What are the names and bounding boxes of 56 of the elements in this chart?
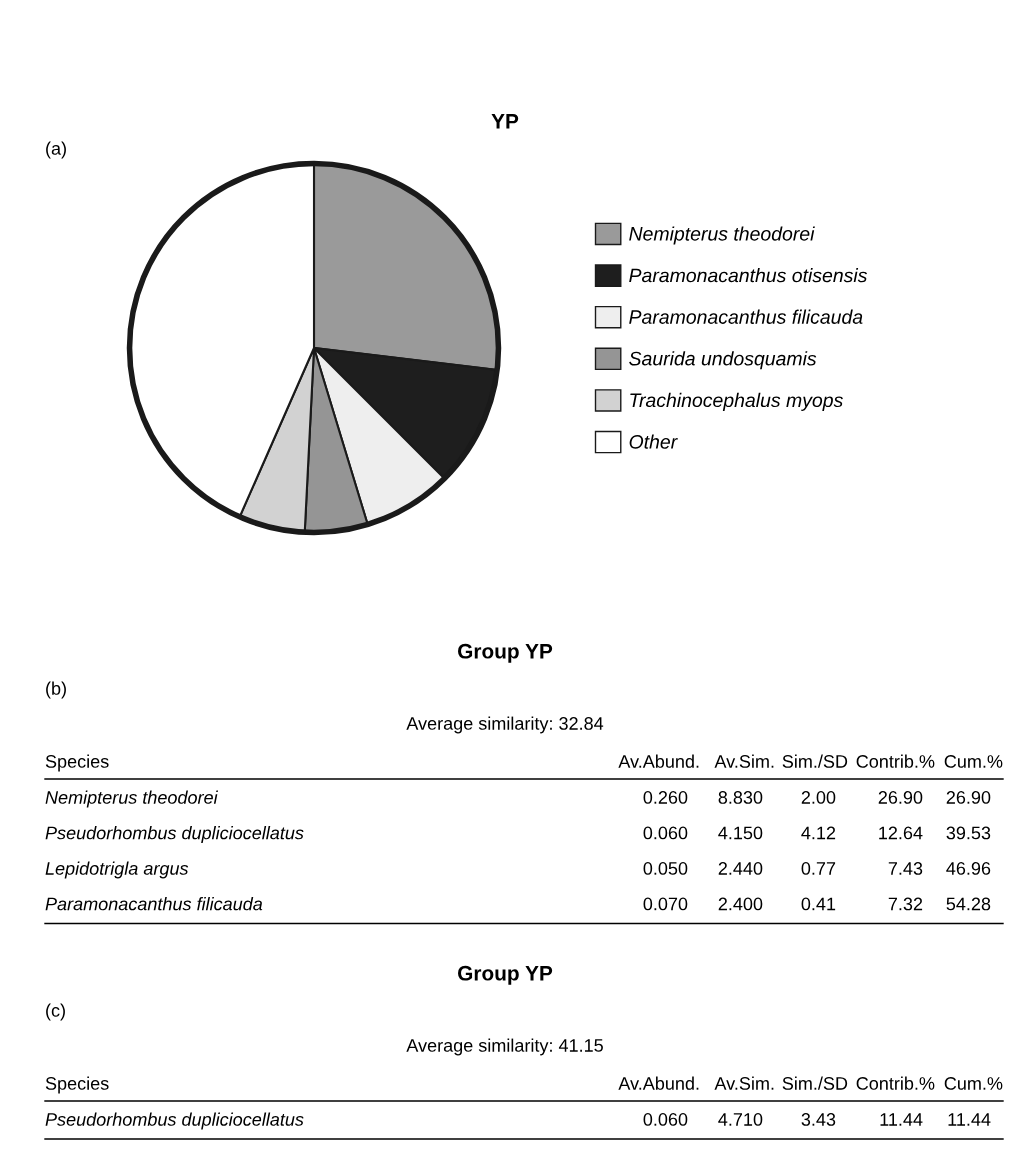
category-label: Cum.% (944, 755, 1003, 768)
text: 7.43 (888, 862, 923, 875)
text: (c) (46, 1003, 65, 1021)
category-label: Paramonacanthus filicauda (45, 897, 263, 911)
category-label: Pseudorhombus dupliciocellatus (45, 1112, 304, 1130)
text: 0.070 (643, 897, 688, 911)
text: 0.060 (643, 826, 688, 840)
chart-title: YP (491, 114, 519, 129)
text: Group YP (458, 965, 553, 985)
legend-label: Other (629, 434, 678, 449)
text: 11.44 (948, 1113, 991, 1126)
text: Group YP (458, 643, 553, 663)
text: 3.43 (801, 1113, 836, 1126)
legend-label: Paramonacanthus otisensis (629, 268, 868, 283)
category-label: Av.Sim. (714, 754, 774, 768)
text: 4.710 (718, 1113, 763, 1126)
text: 4.150 (718, 826, 763, 840)
text: 0.050 (643, 862, 688, 875)
text: 54.28 (946, 897, 991, 911)
text: 0.260 (643, 791, 688, 804)
legend-label: Saurida undosquamis (629, 351, 817, 370)
text: Average similarity: 32.84 (406, 716, 604, 734)
text: 2.00 (801, 791, 836, 804)
category-label: Cum.% (944, 1077, 1003, 1090)
legend-label: Trachinocephalus myops (630, 392, 843, 411)
text: 39.53 (946, 826, 991, 840)
category-label: Av.Abund. (618, 754, 699, 768)
text: (b) (46, 681, 66, 699)
category-label: Lepidotrigla argus (45, 861, 189, 879)
text: Average similarity: 41.15 (406, 1038, 603, 1056)
text: Species (45, 754, 109, 772)
category-label: Contrib.% (856, 1076, 935, 1090)
text: 2.440 (718, 862, 763, 875)
text: 4.12 (801, 826, 836, 840)
text: 12.64 (879, 826, 923, 840)
text: 2.400 (718, 897, 763, 911)
text: 11.44 (880, 1113, 923, 1126)
text: 46.96 (946, 862, 991, 875)
text: 8.830 (718, 791, 763, 804)
category-label: Pseudorhombus dupliciocellatus (45, 826, 304, 843)
category-label: Nemipterus theodorei (45, 790, 219, 808)
text: 26.90 (878, 791, 923, 804)
category-label: Av.Sim. (714, 1076, 774, 1090)
category-label: Av.Abund. (618, 1076, 699, 1090)
text: 26.90 (946, 791, 991, 804)
text: 0.060 (643, 1113, 688, 1126)
text: 0.41 (801, 897, 836, 911)
legend-label: Nemipterus theodorei (629, 226, 815, 245)
text: 0.77 (801, 862, 836, 875)
text: (a) (46, 141, 66, 159)
category-label: Contrib.% (856, 754, 935, 768)
text: 7.32 (888, 897, 923, 911)
category-label: Sim./SD (782, 754, 848, 768)
category-label: Sim./SD (782, 1076, 848, 1090)
legend-label: Paramonacanthus filicauda (629, 309, 863, 324)
text: Species (45, 1076, 109, 1094)
